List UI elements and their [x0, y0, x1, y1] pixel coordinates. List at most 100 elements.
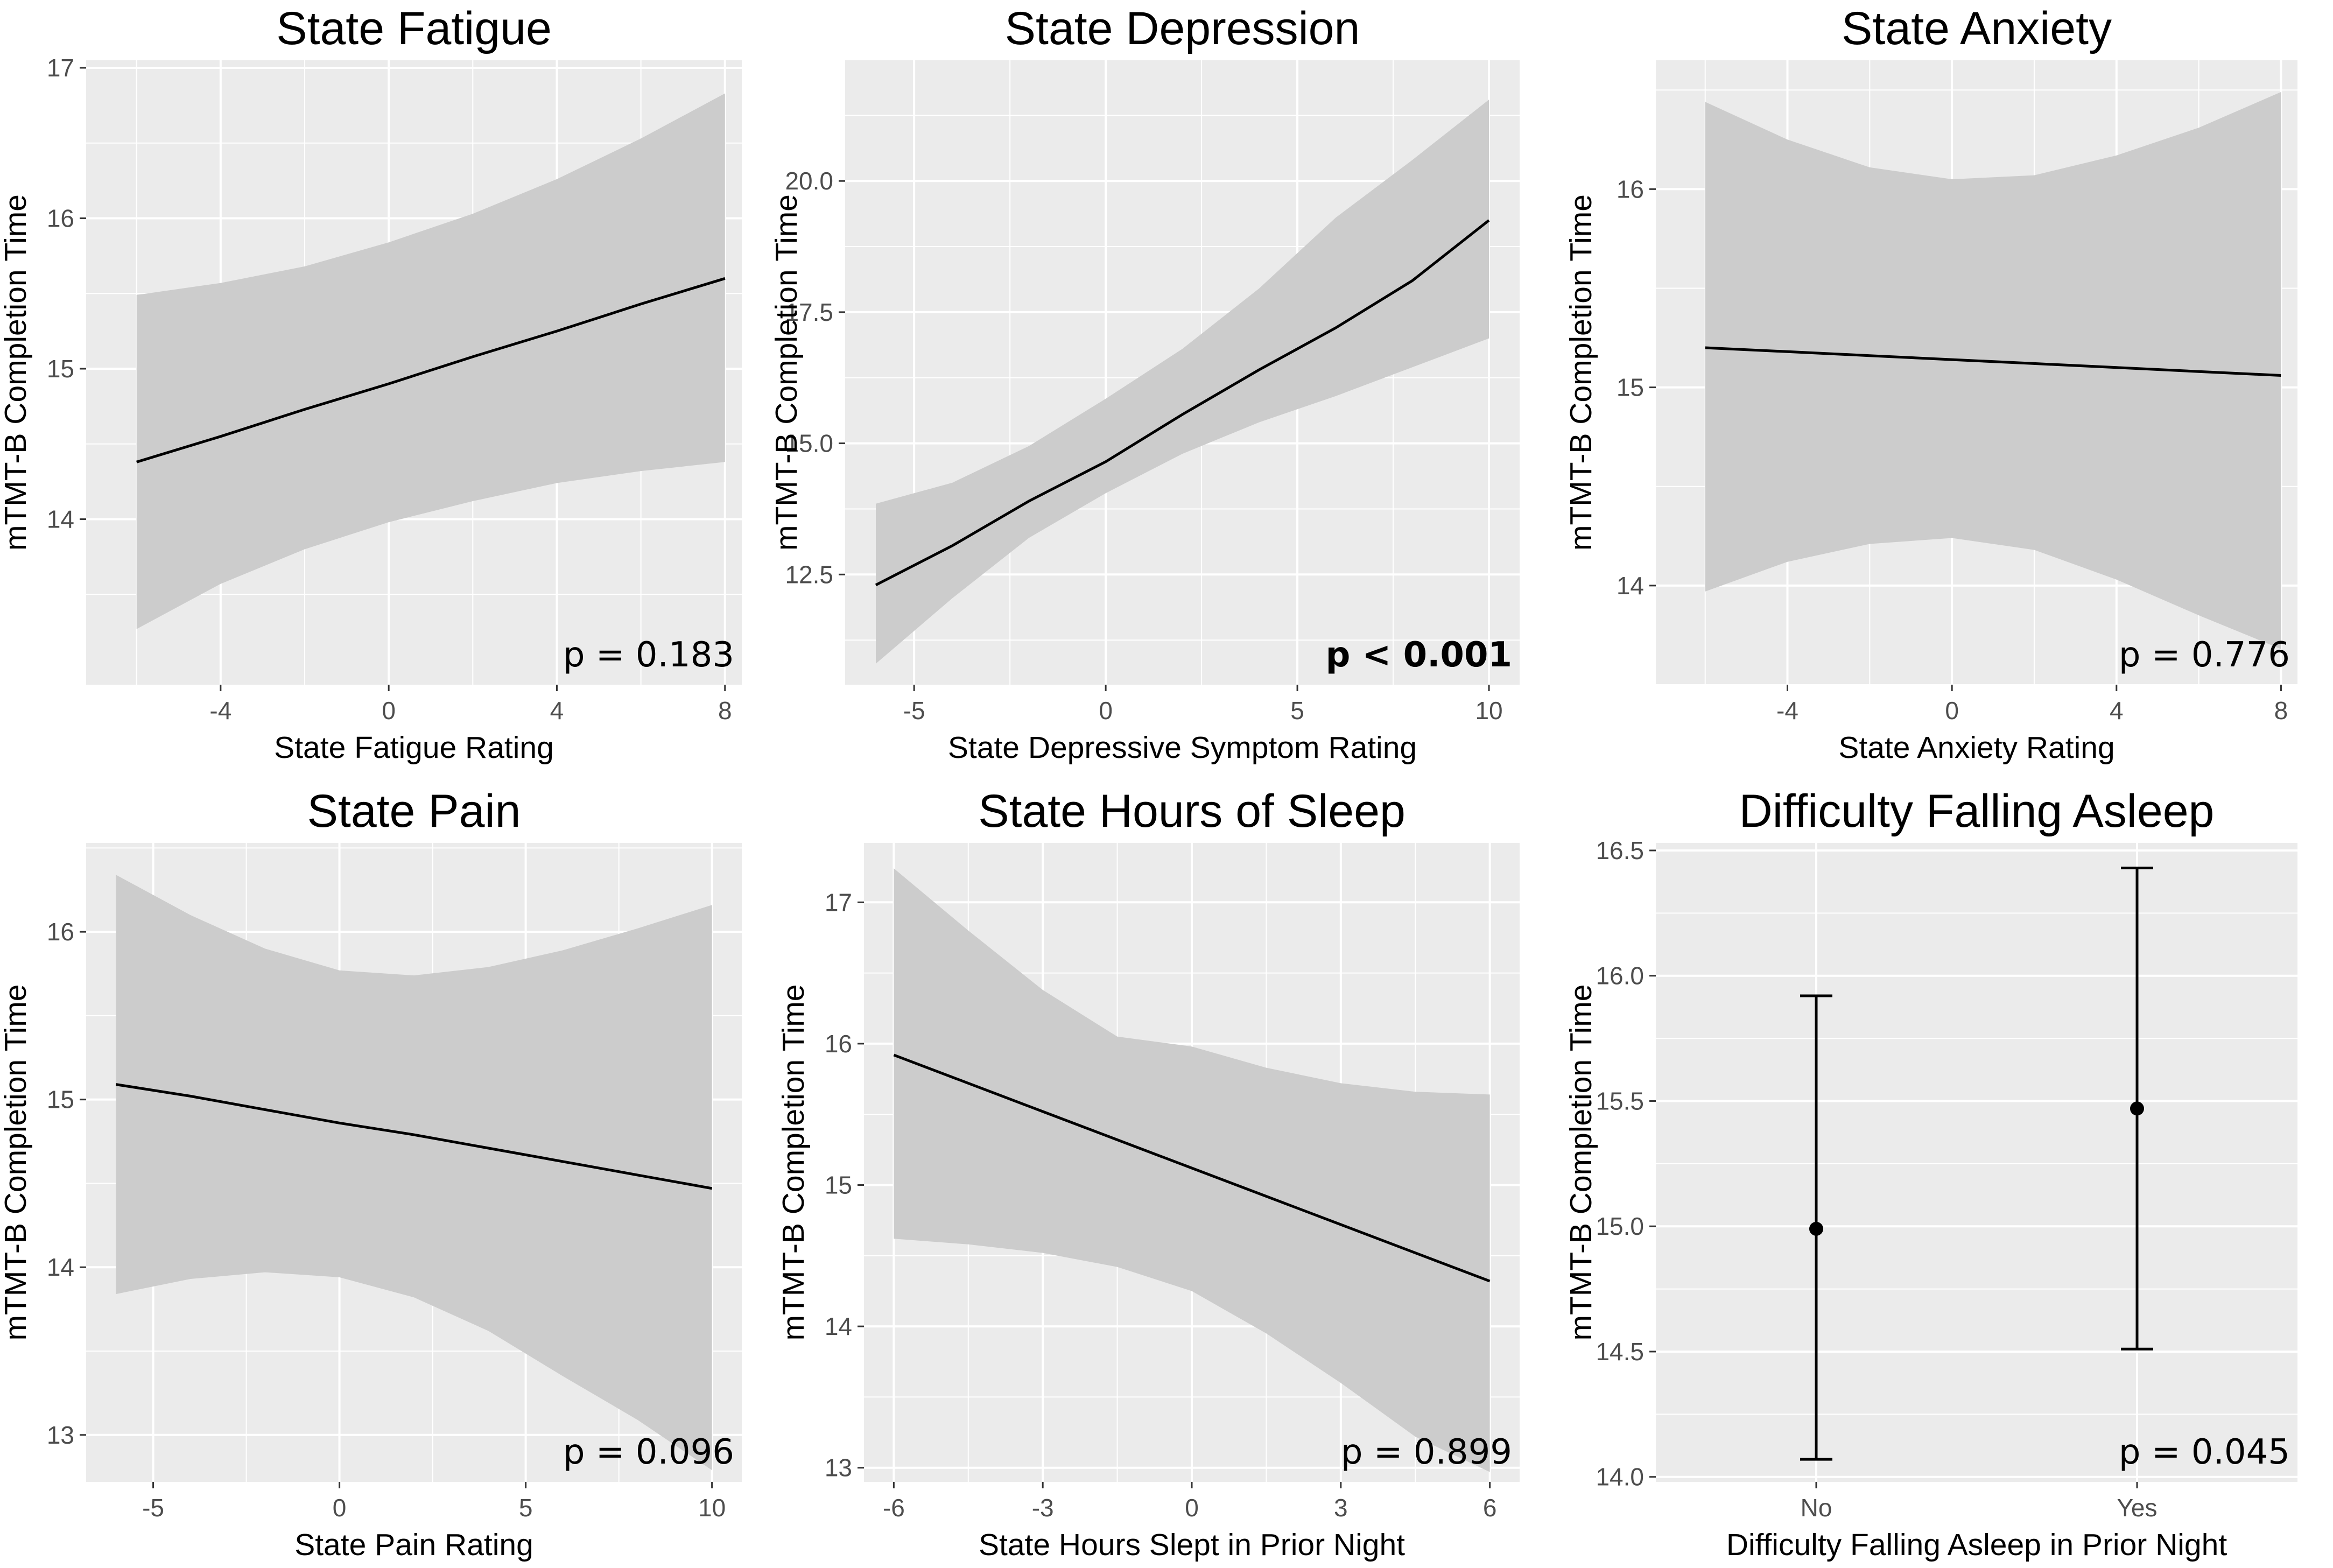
x-tick-label: 8 [718, 697, 732, 725]
y-tick-label: 15 [825, 1171, 852, 1199]
axes: 14 15 16 -4 0 4 8 [1617, 175, 2288, 725]
panel-state-fatigue: 14 15 16 17 -4 0 4 8 State Fatigue State Fatigue … [0, 3, 742, 765]
errorbar-yes [2121, 867, 2153, 1351]
confidence-ribbon [1705, 92, 2281, 649]
x-tick-label: 0 [382, 697, 396, 725]
x-tick-label: -6 [883, 1494, 905, 1522]
axes: 13 14 15 16 -5 0 5 10 [47, 918, 726, 1522]
chart-title: State Depression [1005, 3, 1360, 54]
axes: 14 15 16 17 -4 0 4 8 [47, 54, 732, 725]
p-value-annotation: p = 0.045 [2119, 1432, 2290, 1472]
p-value-annotation: p = 0.776 [2119, 635, 2290, 675]
x-tick-label: -4 [209, 697, 231, 725]
y-tick-label: 14.5 [1596, 1338, 1644, 1366]
y-tick-label: 15.0 [785, 430, 833, 458]
p-value-annotation: p = 0.183 [563, 635, 734, 675]
panel-difficulty-falling-asleep: 14.0 14.5 15.0 15.5 16.0 16.5 No Yes Difficulty … [1564, 785, 2297, 1562]
y-tick-label: 14.0 [1596, 1463, 1644, 1491]
y-tick-label: 15.5 [1596, 1087, 1644, 1115]
x-tick-label: Yes [2117, 1494, 2157, 1522]
y-tick-label: 17 [825, 888, 852, 916]
plot-marks [116, 875, 713, 1471]
plot-marks [1800, 867, 2153, 1461]
fit-line [875, 219, 1490, 587]
x-tick-label: 3 [1334, 1494, 1348, 1522]
y-tick-label: 15.0 [1596, 1212, 1644, 1240]
y-tick-label: 15 [47, 355, 74, 383]
x-tick-label: No [1801, 1494, 1832, 1522]
y-axis-label: mTMT-B Completion Time [769, 194, 804, 551]
fit-line [136, 277, 726, 463]
y-axis-label: mTMT-B Completion Time [776, 985, 811, 1341]
y-tick-label: 15 [1617, 374, 1644, 402]
x-tick-label: -3 [1032, 1494, 1054, 1522]
axes: 12.5 15.0 17.5 20.0 -5 0 5 10 [785, 167, 1502, 725]
y-tick-label: 12.5 [785, 560, 833, 588]
panel-state-pain: 13 14 15 16 -5 0 5 10 State Pain State Pain Ratin… [0, 785, 742, 1562]
x-tick-label: -5 [142, 1494, 164, 1522]
axes: 14.0 14.5 15.0 15.5 16.0 16.5 No Yes [1596, 836, 2157, 1522]
y-axis-label: mTMT-B Completion Time [0, 194, 33, 551]
y-tick-label: 16.0 [1596, 962, 1644, 990]
x-tick-label: 5 [1290, 697, 1304, 725]
y-axis-label: mTMT-B Completion Time [1564, 985, 1598, 1341]
x-tick-label: 5 [519, 1494, 533, 1522]
y-tick-label: 17 [47, 54, 74, 82]
chart-title: Difficulty Falling Asleep [1739, 785, 2215, 837]
plot-marks [136, 93, 726, 629]
x-tick-label: -4 [1776, 697, 1798, 725]
chart-title: State Hours of Sleep [978, 785, 1406, 837]
point-estimate [1809, 1221, 1823, 1236]
confidence-ribbon [116, 875, 712, 1471]
fit-line [1705, 346, 2281, 377]
y-tick-label: 14 [47, 1253, 74, 1281]
y-tick-label: 16 [47, 204, 74, 232]
x-axis-label: State Depressive Symptom Rating [948, 730, 1417, 765]
chart-title: State Fatigue [276, 3, 552, 54]
x-tick-label: 0 [1099, 697, 1113, 725]
chart-title: State Pain [307, 785, 521, 837]
y-axis-label: mTMT-B Completion Time [1564, 194, 1598, 551]
plot-marks [875, 100, 1490, 664]
chart-title: State Anxiety [1842, 3, 2112, 54]
p-value-annotation: p < 0.001 [1326, 635, 1512, 675]
x-tick-label: -5 [903, 697, 925, 725]
x-tick-label: 4 [550, 697, 564, 725]
point-estimate [2130, 1101, 2144, 1116]
confidence-ribbon [876, 100, 1489, 664]
x-tick-label: 0 [1185, 1494, 1199, 1522]
errorbar-no [1800, 994, 1832, 1461]
x-tick-label: 8 [2274, 697, 2288, 725]
y-tick-label: 14 [825, 1312, 852, 1340]
y-tick-label: 14 [47, 505, 74, 533]
plot-marks [1705, 92, 2281, 649]
x-tick-label: 0 [1945, 697, 1959, 725]
confidence-ribbon [136, 93, 725, 629]
y-tick-label: 16 [825, 1030, 852, 1058]
p-value-annotation: p = 0.096 [563, 1432, 734, 1472]
p-value-annotation: p = 0.899 [1341, 1432, 1512, 1472]
y-tick-label: 20.0 [785, 167, 833, 195]
y-tick-label: 17.5 [785, 298, 833, 326]
fit-line [116, 1083, 713, 1190]
x-axis-label: Difficulty Falling Asleep in Prior Night [1726, 1528, 2227, 1562]
y-tick-label: 13 [47, 1421, 74, 1449]
y-tick-label: 15 [47, 1086, 74, 1114]
x-axis-label: State Fatigue Rating [274, 730, 554, 765]
y-tick-label: 13 [825, 1454, 852, 1482]
y-tick-label: 16 [1617, 175, 1644, 203]
plot-marks [893, 868, 1491, 1472]
x-axis-label: State Anxiety Rating [1838, 730, 2114, 765]
x-tick-label: 10 [698, 1494, 726, 1522]
x-tick-label: 6 [1483, 1494, 1497, 1522]
fit-line [893, 1053, 1491, 1283]
x-axis-label: State Pain Rating [294, 1528, 533, 1562]
panel-state-hours-of-sleep: 13 14 15 16 17 -6 -3 0 3 6 State Hours of Sleep Sta… [776, 785, 1520, 1562]
axes: 13 14 15 16 17 -6 -3 0 3 6 [825, 888, 1497, 1522]
x-tick-label: 0 [333, 1494, 347, 1522]
x-tick-label: 4 [2110, 697, 2124, 725]
y-axis-label: mTMT-B Completion Time [0, 985, 33, 1341]
y-tick-label: 14 [1617, 572, 1644, 600]
panel-state-depression: 12.5 15.0 17.5 20.0 -5 0 5 10 State Depression St… [769, 3, 1520, 765]
x-axis-label: State Hours Slept in Prior Night [979, 1528, 1405, 1562]
